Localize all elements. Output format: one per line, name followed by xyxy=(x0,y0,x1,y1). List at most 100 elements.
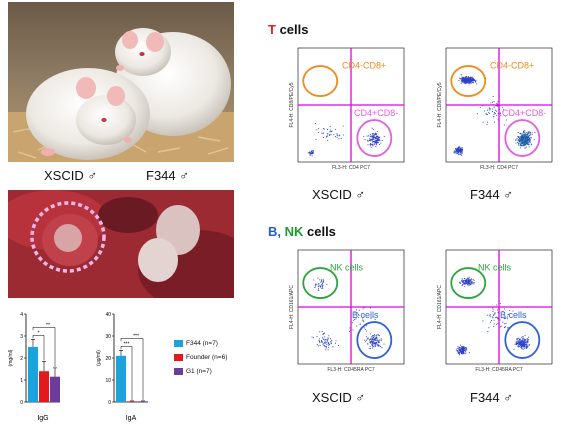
event-dot xyxy=(310,152,312,155)
event-dot xyxy=(358,314,360,317)
event-dot xyxy=(524,144,526,146)
event-dot xyxy=(515,142,517,144)
event-dot xyxy=(527,340,529,342)
gate-label-bottom: CD4+CD8- xyxy=(354,108,398,118)
event-dot xyxy=(461,347,464,349)
event-dot xyxy=(314,285,317,287)
event-dot xyxy=(521,136,523,138)
event-dot xyxy=(518,343,520,345)
event-dot xyxy=(461,151,463,153)
event-dot xyxy=(372,335,374,337)
event-dot xyxy=(454,150,456,152)
event-dot xyxy=(527,336,529,338)
y-axis-label: FL4-H: CD8/PE/Cy5 xyxy=(289,82,295,127)
tcell-section-title: T cells xyxy=(268,22,308,37)
event-dot xyxy=(376,130,378,133)
event-dot xyxy=(522,131,525,133)
event-dot xyxy=(496,103,498,105)
event-dot xyxy=(526,140,528,142)
event-dot xyxy=(459,147,462,150)
event-dot xyxy=(309,154,312,156)
event-dot xyxy=(367,338,369,340)
event-dot xyxy=(470,83,472,85)
event-dot xyxy=(521,145,523,147)
event-dot xyxy=(381,347,383,349)
event-dot xyxy=(316,336,318,338)
event-dot xyxy=(315,129,317,131)
gate-label-top: CD4-CD8+ xyxy=(342,61,386,71)
event-dot xyxy=(369,341,371,343)
event-dot xyxy=(374,338,376,340)
x-axis-label: FL3-H: CD45RA PC7 xyxy=(475,367,522,373)
event-dot xyxy=(462,80,464,82)
rat-label-xscid: XSCID ♂ xyxy=(44,168,98,183)
event-dot xyxy=(520,346,522,348)
event-dot xyxy=(524,130,526,132)
event-dot xyxy=(526,134,528,136)
event-dot xyxy=(371,337,373,340)
event-dot xyxy=(525,142,527,145)
event-dot xyxy=(324,336,326,338)
event-dot xyxy=(334,136,336,138)
event-dot xyxy=(365,339,367,341)
legend-swatch xyxy=(174,354,183,361)
event-dot xyxy=(371,344,373,346)
event-dot xyxy=(319,285,322,287)
event-dot xyxy=(508,313,510,316)
bnk-label-f344: F344 ♂ xyxy=(470,390,513,405)
bar-founder xyxy=(39,371,49,402)
event-dot xyxy=(527,133,529,135)
event-dot xyxy=(488,109,490,111)
event-dot xyxy=(524,341,526,343)
event-dot xyxy=(464,353,466,355)
event-dot xyxy=(527,131,529,133)
event-dot xyxy=(527,139,529,141)
event-dot xyxy=(320,339,322,342)
event-dot xyxy=(472,78,475,80)
legend-item-f344: F344 (n=7) xyxy=(174,340,227,347)
event-dot xyxy=(373,337,375,339)
event-dot xyxy=(467,277,469,279)
event-dot xyxy=(376,133,378,135)
event-dot xyxy=(367,144,369,146)
event-dot xyxy=(460,82,462,84)
event-dot xyxy=(515,343,517,345)
event-dot xyxy=(520,144,522,146)
chart-legend: F344 (n=7) Founder (n=6) G1 (n=7) xyxy=(174,340,227,375)
event-dot xyxy=(525,131,527,134)
event-dot xyxy=(468,79,470,81)
event-dot xyxy=(500,115,502,117)
event-dot xyxy=(325,349,327,351)
event-dot xyxy=(523,346,525,348)
facs-plot-t-xscid: CD4-CD8+ CD4+CD8- FL4-H: CD8/PE/Cy5 FL3-H: … xyxy=(288,44,408,180)
event-dot xyxy=(520,343,522,345)
y-axis-label: (mg/ml) xyxy=(8,349,14,366)
event-dot xyxy=(357,316,359,319)
event-dot xyxy=(524,134,526,136)
event-dot xyxy=(523,143,525,145)
event-dot xyxy=(370,135,372,137)
event-dot xyxy=(363,321,365,323)
event-dot xyxy=(461,346,463,348)
event-dot xyxy=(367,343,369,345)
event-dot xyxy=(528,131,530,133)
event-dot xyxy=(375,136,377,138)
event-dot xyxy=(508,309,510,312)
event-dot xyxy=(367,140,369,142)
event-dot xyxy=(486,113,488,116)
rat-label-f344: F344 ♂ xyxy=(146,168,189,183)
event-dot xyxy=(456,148,458,150)
event-dot xyxy=(322,333,324,335)
tcell-title-letter: T xyxy=(268,22,276,37)
event-dot xyxy=(495,316,498,318)
event-dot xyxy=(522,142,524,144)
x-axis-label: FL3-H: CD45RA PC7 xyxy=(327,367,374,373)
event-dot xyxy=(533,139,535,141)
event-dot xyxy=(467,75,469,78)
event-dot xyxy=(373,140,375,143)
event-dot xyxy=(371,338,373,341)
event-dot xyxy=(371,347,373,349)
gate-label-bottom: B cells xyxy=(352,310,379,320)
event-dot xyxy=(474,81,477,83)
event-dot xyxy=(369,338,371,340)
